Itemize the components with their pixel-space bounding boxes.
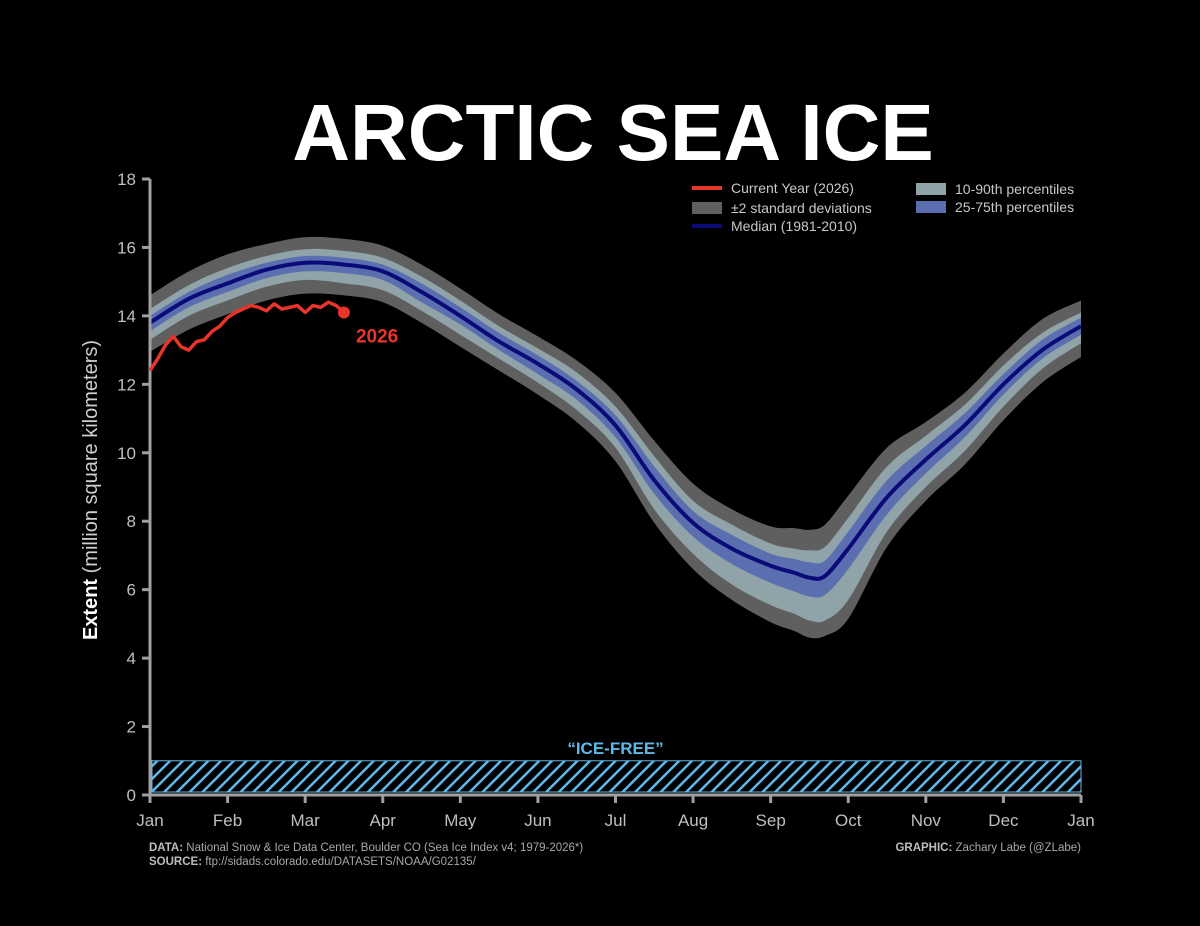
- legend-label-p10-90: 10-90th percentiles: [955, 181, 1074, 197]
- x-tick-label: Apr: [370, 811, 397, 830]
- x-tick-label: Dec: [988, 811, 1019, 830]
- axes-layer: 0 2 4 6 8 10 12 14 16 18 Jan Feb Mar Apr May Jun Jul Aug S…: [117, 170, 1095, 830]
- y-tick-label: 14: [117, 307, 136, 326]
- credit-graphic: GRAPHIC: Zachary Labe (@ZLabe): [895, 842, 1081, 854]
- current-year-line: [148, 300, 346, 372]
- credit-graphic-label: GRAPHIC:: [895, 842, 953, 854]
- x-tick-label: Jun: [524, 811, 551, 830]
- current-year-label: 2026: [356, 326, 398, 347]
- x-tick-label: Jan: [136, 811, 163, 830]
- y-tick-label: 18: [117, 170, 136, 189]
- ice-free-label: “ICE-FREE”: [567, 739, 663, 758]
- credit-source-label: SOURCE:: [149, 856, 203, 868]
- legend: Current Year (2026) ±2 standard deviatio…: [692, 180, 1074, 234]
- y-tick-label: 0: [127, 786, 136, 805]
- y-tick-label: 6: [127, 581, 136, 600]
- legend-swatch-p25-75: [916, 201, 946, 213]
- x-tick-label: May: [444, 811, 477, 830]
- x-tick-label: Jan: [1067, 811, 1094, 830]
- y-axis-label-bold: Extent: [80, 579, 102, 640]
- credit-data-text: National Snow & Ice Data Center, Boulder…: [186, 842, 584, 854]
- legend-label-p25-75: 25-75th percentiles: [955, 199, 1074, 215]
- y-tick-label: 12: [117, 375, 136, 394]
- credit-source-text: ftp://sidads.colorado.edu/DATASETS/NOAA/…: [205, 856, 476, 868]
- chart-title: ARCTIC SEA ICE: [292, 88, 934, 177]
- x-tick-label: Jul: [605, 811, 627, 830]
- y-axis-label-rest: (million square kilometers): [80, 340, 102, 579]
- median-line: [148, 260, 1083, 581]
- current-year-layer: 2026: [148, 300, 398, 372]
- legend-swatch-p10-90: [916, 183, 946, 195]
- x-tick-label: Sep: [756, 811, 786, 830]
- y-tick-label: 10: [117, 444, 136, 463]
- x-tick-label: Feb: [213, 811, 242, 830]
- credit-data-label: DATA:: [149, 842, 184, 854]
- y-tick-label: 2: [127, 718, 136, 737]
- legend-label-median: Median (1981-2010): [731, 218, 857, 234]
- credit-data: DATA: National Snow & Ice Data Center, B…: [149, 842, 583, 854]
- credit-source: SOURCE: ftp://sidads.colorado.edu/DATASE…: [149, 856, 476, 868]
- x-tick-label: Mar: [291, 811, 321, 830]
- x-tick-label: Nov: [911, 811, 942, 830]
- y-tick-label: 8: [127, 512, 136, 531]
- legend-label-std: ±2 standard deviations: [731, 200, 872, 216]
- y-axis-label: Extent (million square kilometers): [80, 340, 102, 640]
- credit-graphic-text: Zachary Labe (@ZLabe): [955, 842, 1081, 854]
- y-tick-label: 16: [117, 238, 136, 257]
- legend-swatch-std: [692, 202, 722, 214]
- bands-layer: [148, 236, 1083, 639]
- x-tick-label: Aug: [678, 811, 708, 830]
- current-year-endpoint: [337, 306, 350, 319]
- x-tick-label: Oct: [835, 811, 862, 830]
- y-tick-label: 4: [127, 649, 136, 668]
- legend-label-current: Current Year (2026): [731, 180, 854, 196]
- ice-free-region: [151, 760, 1082, 793]
